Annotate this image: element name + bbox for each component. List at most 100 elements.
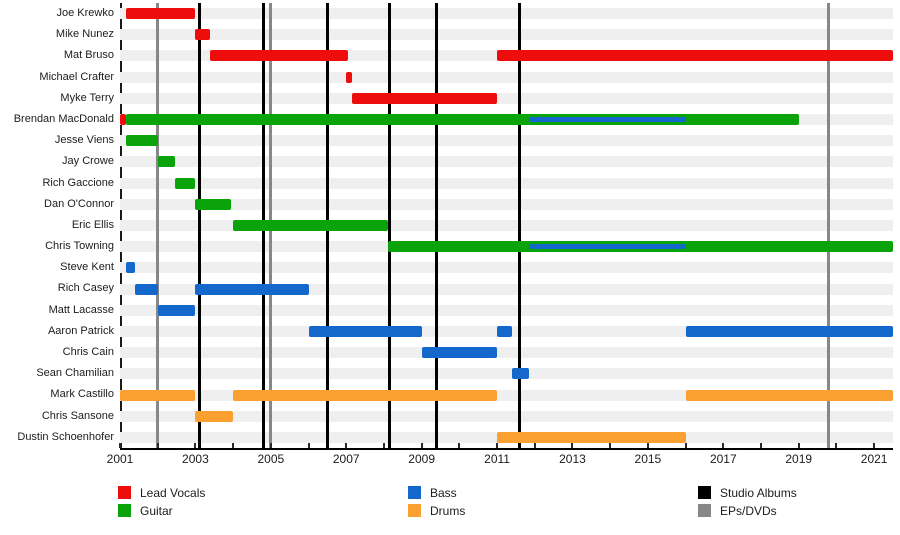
legend-label: Guitar (140, 503, 173, 518)
member-label: Brendan MacDonald (13, 112, 114, 125)
x-axis-tick (609, 443, 612, 448)
member-label: Jay Crowe (62, 155, 114, 168)
x-axis-label: 2021 (860, 452, 888, 466)
studio-album-line (197, 3, 201, 448)
row-stripe (120, 177, 893, 189)
x-axis-tick (797, 443, 800, 448)
timeline-bar (497, 325, 513, 337)
timeline-bar (126, 114, 799, 126)
row-stripe (120, 389, 893, 401)
x-axis-label: 2019 (785, 452, 813, 466)
timeline-bar (125, 262, 136, 274)
member-label: Mat Bruso (63, 49, 114, 62)
x-axis-tick (835, 443, 838, 448)
x-axis-tick (646, 443, 649, 448)
row-stripe (120, 29, 893, 41)
bass-overlay-bar (529, 117, 686, 123)
member-label: Sean Chamilian (36, 367, 114, 380)
x-axis-label: 2017 (709, 452, 737, 466)
member-label: Dan O'Connor (44, 197, 114, 210)
ep-dvd-line (156, 3, 160, 448)
legend-item: Lead Vocals (118, 484, 205, 501)
timeline-bar (125, 8, 196, 20)
row-stripe (120, 156, 893, 168)
x-axis-tick (571, 443, 574, 448)
legend-item: Bass (408, 484, 465, 501)
legend-label: Studio Albums (720, 485, 797, 500)
legend-swatch-icon (118, 486, 131, 499)
timeline-bar (210, 50, 349, 62)
x-axis-label: 2009 (408, 452, 435, 466)
timeline-bar (497, 50, 893, 62)
member-label: Matt Lacasse (48, 303, 114, 316)
member-label: Rich Casey (57, 282, 114, 295)
timeline-bar (233, 220, 388, 231)
legend-swatch-icon (408, 486, 421, 499)
x-axis-tick (232, 443, 235, 448)
member-label: Aaron Patrick (47, 324, 114, 337)
row-stripe (120, 368, 893, 380)
timeline-bar (195, 29, 211, 41)
member-label: Myke Terry (60, 91, 114, 104)
x-axis-tick (458, 443, 461, 448)
x-axis (120, 448, 893, 450)
timeline-bar (125, 135, 158, 147)
x-axis-tick (533, 443, 536, 448)
legend-item: Drums (408, 502, 465, 519)
x-axis-label: 2015 (634, 452, 662, 466)
member-label: Chris Sansone (41, 409, 114, 422)
timeline-bar (351, 92, 498, 104)
legend-swatch-icon (118, 504, 131, 517)
row-stripe (120, 8, 893, 20)
x-axis-label: 2013 (559, 452, 586, 466)
member-label: Jesse Viens (54, 134, 114, 147)
x-axis-tick (873, 443, 876, 448)
row-stripe (120, 347, 893, 359)
x-axis-tick (345, 443, 348, 448)
member-label: Steve Kent (60, 261, 114, 274)
legend-label: Bass (430, 485, 457, 500)
x-axis-tick (194, 443, 197, 448)
studio-album-line (435, 3, 439, 448)
x-axis-tick (269, 443, 272, 448)
studio-album-line (388, 3, 392, 448)
x-axis-label: 2007 (332, 452, 360, 466)
member-label: Joe Krewko (56, 7, 114, 19)
member-label: Mark Castillo (50, 388, 114, 401)
member-label: Michael Crafter (39, 70, 114, 83)
row-stripe (120, 304, 893, 316)
x-axis-tick (156, 443, 159, 448)
timeline-bar (120, 389, 196, 401)
legend-label: Drums (430, 503, 466, 518)
timeline-bar (195, 198, 232, 210)
timeline-bar (195, 410, 234, 422)
x-axis-label: 2003 (182, 452, 209, 466)
legend-column: Studio Albums EPs/DVDs (698, 484, 797, 520)
legend-item: EPs/DVDs (698, 502, 797, 519)
row-stripe (120, 198, 893, 210)
timeline-bar (233, 389, 498, 401)
x-axis-tick (496, 443, 499, 448)
x-axis-tick (684, 443, 687, 448)
bass-overlay-bar (529, 244, 686, 250)
timeline-bar (157, 156, 175, 168)
timeline-bar (421, 347, 498, 359)
legend-label: EPs/DVDs (720, 503, 777, 518)
legend-swatch-icon (408, 504, 421, 517)
row-stripe (120, 92, 893, 104)
timeline-bar (685, 389, 893, 401)
row-stripe (120, 410, 893, 422)
x-axis-label: 2001 (106, 452, 134, 466)
member-label: Chris Towning (45, 240, 114, 253)
timeline-bar (497, 431, 686, 443)
timeline-bar (135, 283, 158, 295)
member-label: Eric Ellis (71, 218, 114, 231)
x-axis-tick (307, 443, 310, 448)
row-stripe (120, 283, 893, 295)
x-axis-tick (420, 443, 423, 448)
plot-area (120, 3, 893, 448)
legend-label: Lead Vocals (140, 485, 206, 500)
x-axis-tick (760, 443, 763, 448)
legend-column: Bass Drums (408, 484, 465, 520)
